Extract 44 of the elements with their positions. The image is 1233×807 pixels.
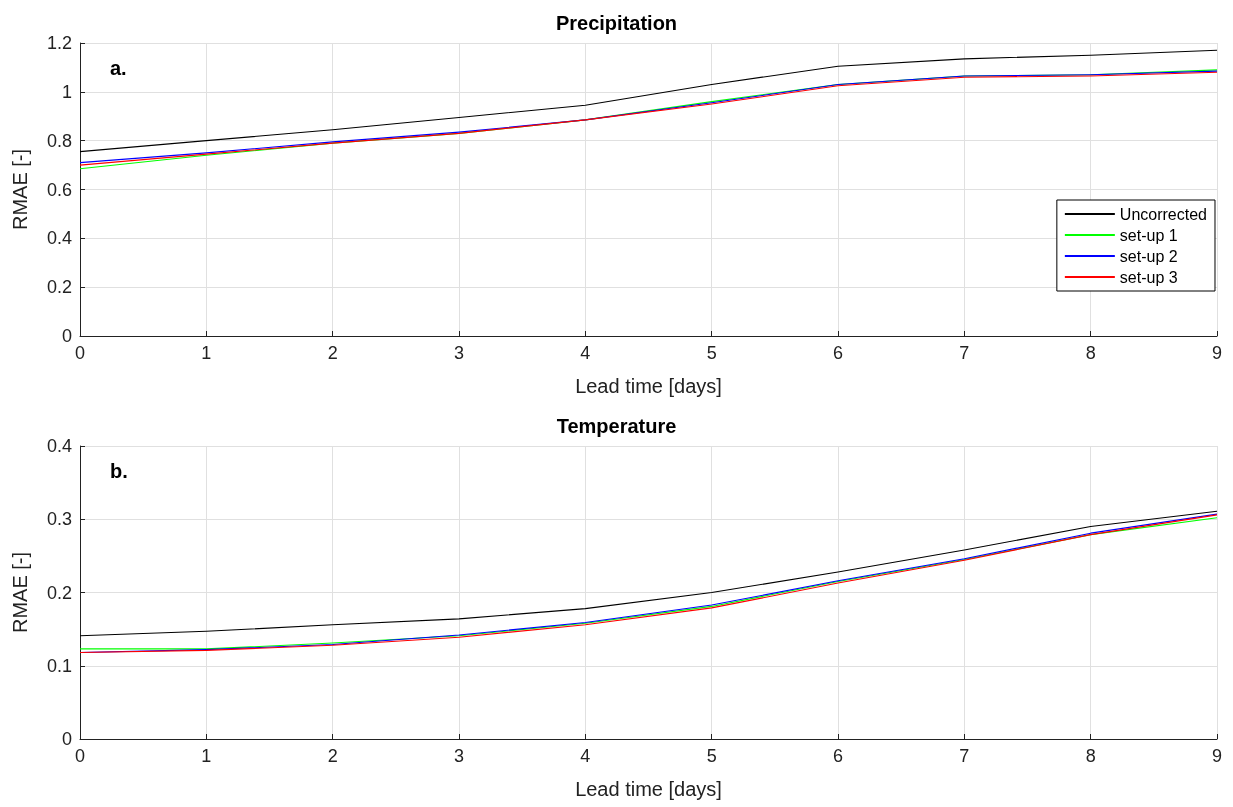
annotation: b. — [110, 460, 128, 482]
x-tick-label: 5 — [706, 746, 717, 766]
y-tick-label: 0.2 — [46, 582, 72, 603]
x-tick-label: 9 — [1211, 343, 1223, 363]
legend-label: Uncorrected — [1119, 205, 1208, 223]
x-tick-label: 2 — [327, 746, 338, 766]
y-axis-title: RMAE [-] — [9, 148, 31, 231]
x-tick-label: 7 — [959, 746, 970, 766]
x-tick-label: 6 — [832, 343, 844, 363]
annotation: a. — [110, 57, 127, 79]
y-tick-label: 1 — [61, 81, 72, 102]
x-tick-label: 7 — [959, 343, 970, 363]
x-tick-label: 0 — [74, 746, 86, 766]
x-tick-label: 3 — [453, 343, 465, 363]
legend-label: set-up 1 — [1119, 226, 1178, 244]
y-tick-label: 0.1 — [46, 655, 72, 676]
x-tick-label: 4 — [580, 343, 591, 363]
y-tick-label: 0.4 — [46, 436, 72, 456]
y-tick-label: 1.2 — [46, 33, 72, 53]
x-tick-label: 2 — [327, 343, 338, 363]
legend-label: set-up 3 — [1119, 268, 1178, 286]
y-tick-label: 0 — [61, 326, 72, 346]
x-tick-label: 5 — [706, 343, 717, 363]
y-axis-title: RMAE [-] — [9, 551, 31, 634]
y-tick-label: 0.2 — [46, 277, 72, 298]
x-tick-label: 1 — [201, 746, 212, 766]
y-tick-label: 0.4 — [46, 228, 72, 249]
x-tick-label: 8 — [1085, 343, 1096, 363]
x-axis-title: Lead time [days] — [575, 375, 722, 397]
x-tick-label: 8 — [1085, 746, 1096, 766]
chart-title: Temperature — [556, 415, 677, 437]
y-tick-label: 0.6 — [46, 179, 72, 200]
x-tick-label: 3 — [453, 746, 465, 766]
legend-label: set-up 2 — [1119, 247, 1178, 265]
y-tick-label: 0 — [61, 729, 72, 749]
x-tick-label: 0 — [74, 343, 86, 363]
x-tick-label: 4 — [580, 746, 591, 766]
x-axis-title: Lead time [days] — [575, 778, 722, 800]
y-tick-label: 0.3 — [46, 509, 72, 530]
x-tick-label: 9 — [1211, 746, 1223, 766]
chart-title: Precipitation — [555, 12, 678, 34]
x-tick-label: 1 — [201, 343, 212, 363]
y-tick-label: 0.8 — [46, 130, 72, 151]
x-tick-label: 6 — [832, 746, 844, 766]
